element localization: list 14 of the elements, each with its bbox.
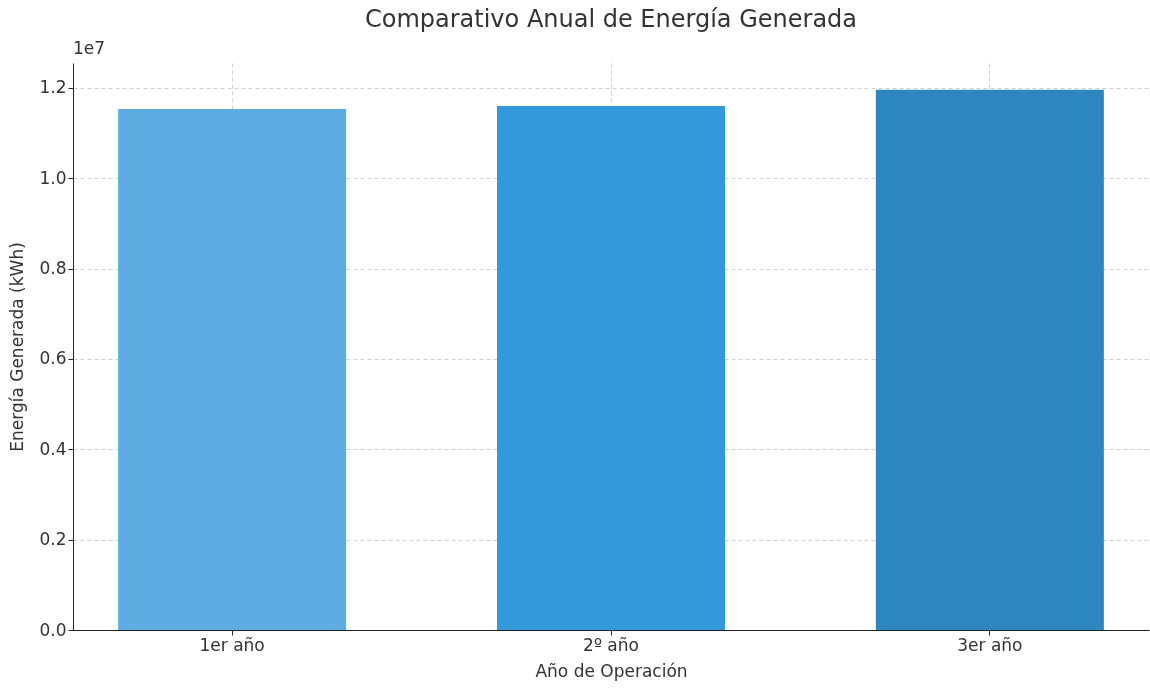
x-axis-title: Año de Operación xyxy=(535,660,688,681)
y-tick-label: 0.4 xyxy=(39,438,67,459)
text: 1e7 xyxy=(73,38,106,58)
x-tick-label: 2º año xyxy=(583,634,639,655)
y-tick-label: 0.6 xyxy=(39,348,67,369)
y-tick-label: 0.2 xyxy=(39,529,67,550)
chart-title: Comparativo Anual de Energía Generada xyxy=(364,5,858,33)
y-tick-label: 0.0 xyxy=(39,619,67,640)
y-axis-title: Energía Generada (kWh) xyxy=(7,242,28,452)
y-tick-label: 1.0 xyxy=(39,167,67,188)
x-tick-label: 1er año xyxy=(199,634,265,655)
y-tick-label: 1.2 xyxy=(39,77,67,98)
x-tick-label: 3er año xyxy=(957,634,1023,655)
y-tick-label: 0.8 xyxy=(39,258,67,279)
